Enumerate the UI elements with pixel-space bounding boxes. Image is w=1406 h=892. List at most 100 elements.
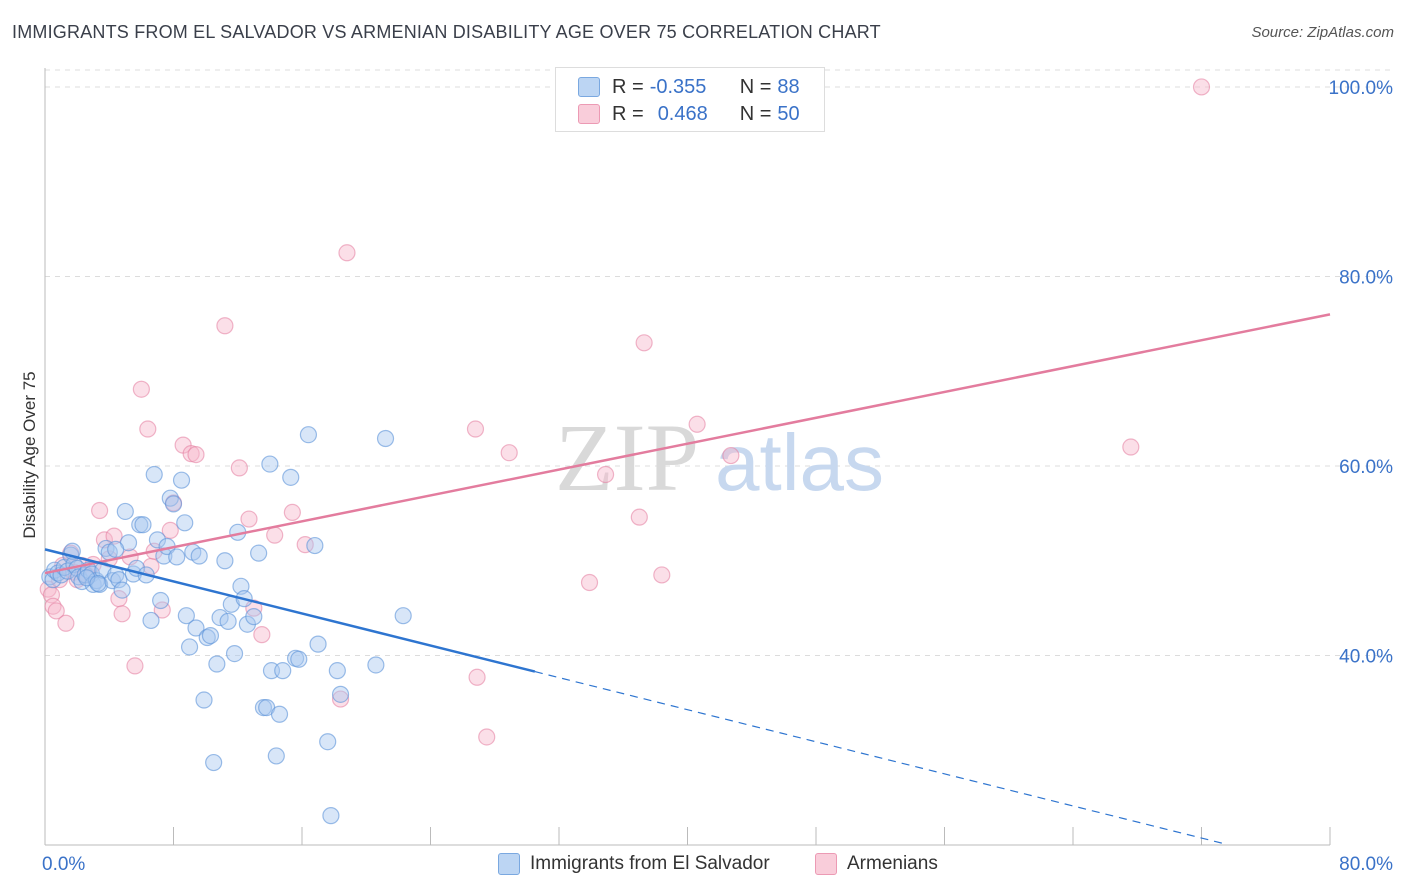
armenians-point [132,380,150,398]
bottom-legend-label: Immigrants from El Salvador [530,853,770,874]
el-salvador-point [172,471,191,489]
axes [44,68,1331,846]
armenians-point [338,244,356,262]
armenians-point [161,521,179,540]
el-salvador-point [107,540,125,558]
el-salvador-point [225,644,244,663]
el-salvador-point [195,691,213,709]
el-salvador-point [282,468,300,486]
watermark-zip: ZIP [555,404,699,511]
el-salvador-point [267,747,285,765]
armenians-trend-line [44,313,1331,575]
el-salvador-point [148,531,167,549]
el-salvador-point [168,548,186,566]
el-salvador-point [110,571,128,589]
x-tick-label: 80.0% [1339,854,1393,875]
legend-r-label: R = [612,75,644,98]
el-salvador-point [319,733,337,751]
el-salvador-point [116,502,134,521]
legend-swatch-pink [578,104,600,124]
el-salvador-point [309,635,327,653]
el-salvador-point [89,574,107,593]
el-salvador-point [290,650,308,668]
trend-lines [44,313,1331,845]
y-tick-label: 60.0% [1339,457,1393,478]
legend-n-label: N = [739,75,772,98]
grid-lines [45,69,1395,656]
el-salvador-point [152,591,170,610]
el-salvador-point [306,536,324,555]
watermark: ZIP atlas [555,404,884,511]
legend-r-value: -0.355 [649,75,707,98]
armenians-point [468,668,486,686]
el-salvador-point [394,607,412,625]
el-salvador-point [190,547,208,565]
bottom-legend-armenians: Armenians [815,852,938,876]
el-salvador-point [270,705,289,723]
y-tick-label: 40.0% [1339,646,1393,667]
armenians-point [283,503,301,522]
el-salvador-point [180,638,199,656]
tick-labels: 40.0% 60.0% 80.0% 100.0% 0.0% 80.0% [42,78,1393,875]
armenians-point [44,597,62,615]
el-salvador-point [164,495,183,513]
armenians-point [331,690,350,708]
armenians-point [91,501,109,520]
armenians-point [139,420,157,438]
el-salvador-point [201,626,220,645]
armenians-point [630,508,648,526]
armenians-point [478,728,496,746]
el-salvador-point [205,753,223,772]
el-salvador-point [219,612,237,630]
armenians-point [113,605,131,623]
bottom-legend-swatch-blue [498,853,520,875]
el-salvador-point [113,581,131,599]
el-salvador-trend-line [44,548,536,673]
el-salvador-point [187,619,205,637]
el-salvador-point [367,656,385,674]
source-credit: Source: ZipAtlas.com [1251,24,1394,41]
legend-n-value: 88 [777,75,800,98]
watermark-atlas: atlas [715,418,884,507]
legend-r-value: 0.468 [657,102,708,125]
legend-r-label: R = [612,102,644,125]
el-salvador-point [376,429,395,448]
armenians-point [596,465,615,484]
el-salvador-point [250,544,268,562]
y-axis-label: Disability Age Over 75 [20,371,39,539]
armenians-points [39,78,1211,746]
armenians-point [105,527,123,545]
el-salvador-point [245,608,263,626]
el-salvador-point [208,655,226,673]
armenians-point [253,626,271,644]
el-salvador-point [322,807,340,825]
armenians-point [187,446,205,464]
legend-n-value: 50 [777,102,800,125]
bottom-legend-label: Armenians [847,853,938,874]
el-salvador-point [274,662,292,680]
el-salvador-trend-extension [534,671,1226,845]
armenians-point [266,526,284,544]
armenians-point [722,446,740,465]
armenians-point [635,334,653,352]
el-salvador-points [41,426,412,825]
el-salvador-point [145,465,163,484]
el-salvador-point [142,611,160,630]
el-salvador-point [299,426,318,444]
armenians-point [466,420,485,438]
armenians-point [216,317,234,335]
el-salvador-point [331,685,350,703]
armenians-point [240,510,258,528]
legend-swatch-blue [578,77,600,97]
armenians-point [1192,78,1211,96]
y-tick-label: 100.0% [1329,78,1394,99]
legend-n-label: N = [739,102,772,125]
chart-title: IMMIGRANTS FROM EL SALVADOR VS ARMENIAN … [12,22,881,42]
y-tick-label: 80.0% [1339,267,1393,288]
stats-legend: R = -0.355 N = 88 R = 0.468 N = 50 [555,67,825,132]
armenians-point [47,602,65,620]
el-salvador-point [216,552,234,570]
legend-row-el-salvador: R = -0.355 N = 88 [578,75,800,99]
el-salvador-point [261,455,279,473]
